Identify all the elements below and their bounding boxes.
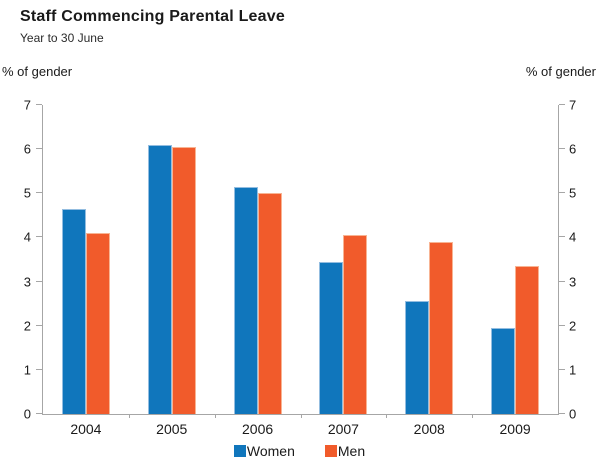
y-tick-right-5 (559, 192, 565, 194)
x-label-2005: 2005 (156, 421, 188, 437)
legend: Women Men (42, 443, 557, 459)
y-tick-label-left-7: 7 (23, 97, 31, 113)
y-tick-right-2 (559, 324, 565, 326)
y-tick-left-1 (36, 368, 42, 370)
x-label-2008: 2008 (413, 421, 445, 437)
bar-men-2008 (429, 241, 454, 414)
y-tick-right-6 (559, 148, 565, 150)
y-axis-caption-right: % of gender (525, 64, 596, 79)
plot-area: 0 0 1 1 2 2 3 3 4 4 5 5 6 6 7 7 2004 2005 2006 2007 2008 2009 (24, 99, 576, 438)
bar-men-2004 (85, 233, 110, 414)
bar-women-2007 (319, 261, 344, 414)
y-tick-label-right-2: 2 (569, 318, 577, 334)
legend-label-women: Women (246, 443, 295, 459)
y-tick-label-right-6: 6 (569, 141, 577, 157)
chart-title: Staff Commencing Parental Leave (20, 8, 285, 25)
y-tick-left-5 (36, 192, 42, 194)
y-axis-caption-left: % of gender (2, 64, 73, 79)
y-tick-left-0 (36, 413, 42, 414)
y-tick-right-4 (559, 236, 565, 238)
bar-men-2009 (515, 266, 540, 414)
legend-item-men: Men (324, 443, 366, 459)
y-tick-left-4 (36, 236, 42, 238)
bar-men-2005 (171, 146, 196, 414)
y-tick-label-right-1: 1 (569, 362, 577, 378)
x-label-2009: 2009 (499, 421, 531, 437)
y-tick-right-1 (559, 368, 565, 370)
bar-women-2009 (491, 327, 516, 414)
y-tick-left-6 (36, 148, 42, 150)
x-tick-2 (214, 414, 216, 418)
y-tick-label-right-4: 4 (569, 229, 577, 245)
y-tick-label-left-5: 5 (23, 185, 31, 201)
legend-label-men: Men (337, 443, 366, 459)
bar-women-2006 (233, 186, 258, 414)
y-tick-label-left-3: 3 (23, 274, 31, 290)
x-label-2006: 2006 (242, 421, 274, 437)
y-tick-right-3 (559, 280, 565, 282)
x-tick-1 (128, 414, 130, 418)
y-tick-label-left-4: 4 (23, 229, 31, 245)
y-tick-label-right-3: 3 (569, 274, 577, 290)
x-label-2004: 2004 (70, 421, 102, 437)
chart-subtitle: Year to 30 June (20, 31, 104, 45)
y-tick-left-3 (36, 280, 42, 282)
legend-item-women: Women (233, 443, 295, 459)
x-label-2007: 2007 (327, 421, 359, 437)
legend-swatch-men (324, 445, 337, 457)
x-tick-5 (472, 414, 474, 418)
bar-men-2007 (343, 235, 368, 414)
x-tick-3 (300, 414, 302, 418)
bar-women-2005 (147, 144, 172, 414)
bar-women-2008 (405, 301, 430, 414)
y-tick-label-right-0: 0 (569, 406, 577, 422)
y-tick-right-0 (559, 413, 565, 414)
y-tick-label-left-1: 1 (23, 362, 31, 378)
y-tick-label-left-2: 2 (23, 318, 31, 334)
bar-men-2006 (257, 193, 282, 414)
y-tick-label-left-6: 6 (23, 141, 31, 157)
y-tick-right-7 (559, 104, 565, 105)
bar-women-2004 (61, 208, 86, 414)
y-tick-left-2 (36, 324, 42, 326)
y-tick-label-left-0: 0 (23, 406, 31, 422)
x-tick-4 (386, 414, 388, 418)
y-tick-left-7 (36, 104, 42, 105)
y-tick-label-right-5: 5 (569, 185, 577, 201)
y-tick-label-right-7: 7 (569, 97, 577, 113)
legend-swatch-women (233, 445, 246, 457)
